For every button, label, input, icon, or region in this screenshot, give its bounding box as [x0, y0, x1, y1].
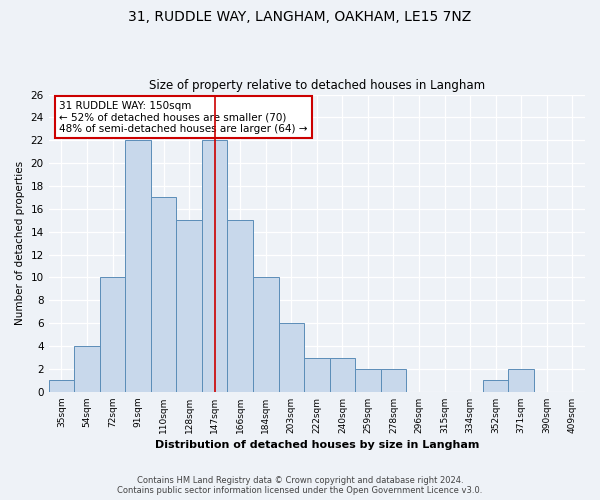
- X-axis label: Distribution of detached houses by size in Langham: Distribution of detached houses by size …: [155, 440, 479, 450]
- Y-axis label: Number of detached properties: Number of detached properties: [15, 161, 25, 325]
- Bar: [176, 220, 202, 392]
- Text: 31 RUDDLE WAY: 150sqm
← 52% of detached houses are smaller (70)
48% of semi-deta: 31 RUDDLE WAY: 150sqm ← 52% of detached …: [59, 100, 308, 134]
- Bar: [125, 140, 151, 392]
- Bar: [253, 278, 278, 392]
- Bar: [355, 369, 380, 392]
- Bar: [483, 380, 508, 392]
- Text: Contains HM Land Registry data © Crown copyright and database right 2024.
Contai: Contains HM Land Registry data © Crown c…: [118, 476, 482, 495]
- Bar: [227, 220, 253, 392]
- Bar: [304, 358, 329, 392]
- Bar: [202, 140, 227, 392]
- Bar: [508, 369, 534, 392]
- Bar: [278, 323, 304, 392]
- Bar: [49, 380, 74, 392]
- Bar: [380, 369, 406, 392]
- Bar: [100, 278, 125, 392]
- Bar: [329, 358, 355, 392]
- Text: 31, RUDDLE WAY, LANGHAM, OAKHAM, LE15 7NZ: 31, RUDDLE WAY, LANGHAM, OAKHAM, LE15 7N…: [128, 10, 472, 24]
- Title: Size of property relative to detached houses in Langham: Size of property relative to detached ho…: [149, 79, 485, 92]
- Bar: [151, 198, 176, 392]
- Bar: [74, 346, 100, 392]
